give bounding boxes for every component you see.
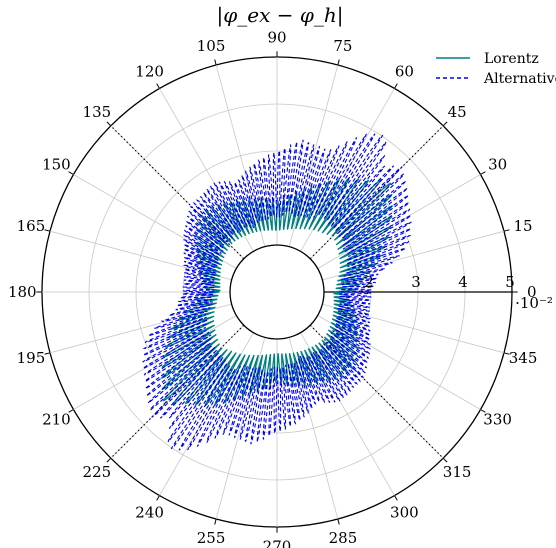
angle-tick-mark	[337, 59, 340, 66]
angle-tick-label: 180	[8, 283, 37, 301]
angle-tick-mark	[503, 229, 510, 232]
reference-line	[309, 324, 444, 459]
inner-circle	[229, 244, 325, 340]
angle-tick-label: 270	[263, 538, 292, 548]
angle-tick-label: 285	[329, 529, 358, 547]
radial-tick-label: 4	[458, 273, 468, 291]
angle-tick-mark	[68, 171, 74, 175]
radial-multiplier: ·10⁻²	[515, 294, 553, 312]
angle-tick-mark	[442, 457, 448, 463]
angle-tick-mark	[68, 409, 74, 413]
angle-tick-mark	[480, 171, 486, 175]
chart-title: |φ_ex − φ_h|	[217, 3, 344, 28]
angle-tick-mark	[156, 495, 160, 501]
angle-tick-label: 120	[135, 62, 164, 80]
angle-tick-label: 135	[83, 103, 112, 121]
angle-tick-mark	[394, 495, 398, 501]
angle-tick-label: 225	[83, 463, 112, 481]
series-line-alternative	[142, 133, 412, 451]
grid-spoke	[215, 337, 266, 520]
axis-labels: 0153045607590105120135150165180195210225…	[8, 28, 553, 548]
legend-box	[430, 47, 552, 91]
angle-tick-label: 315	[443, 463, 472, 481]
angle-tick-label: 195	[17, 349, 46, 367]
legend: Lorentz Alternative	[430, 47, 556, 91]
angle-tick-label: 210	[42, 410, 71, 428]
angle-tick-mark	[106, 121, 112, 127]
angle-tick-label: 90	[267, 28, 286, 46]
angle-tick-label: 30	[488, 156, 507, 174]
angle-tick-label: 150	[42, 156, 71, 174]
angle-tick-mark	[156, 83, 160, 89]
angle-tick-mark	[214, 518, 217, 525]
angle-tick-label: 255	[197, 529, 226, 547]
angle-tick-label: 75	[333, 37, 352, 55]
angle-tick-label: 300	[390, 504, 419, 522]
legend-label-alternative: Alternative	[483, 71, 556, 87]
angle-tick-mark	[44, 229, 51, 232]
angle-tick-label: 240	[135, 504, 164, 522]
radial-tick-label: 5	[505, 273, 515, 291]
reference-line	[110, 125, 245, 260]
angle-tick-mark	[503, 352, 510, 355]
grid-spoke	[49, 230, 232, 281]
grid-spoke	[288, 64, 339, 247]
angle-tick-mark	[480, 409, 486, 413]
grid-spoke	[73, 315, 237, 410]
legend-label-lorentz: Lorentz	[484, 51, 539, 67]
angle-tick-label: 330	[483, 410, 512, 428]
series-layer	[142, 133, 412, 451]
angle-tick-label: 345	[509, 349, 538, 367]
reference-line	[309, 125, 444, 260]
angle-tick-label: 0	[527, 283, 537, 301]
angle-tick-label: 165	[17, 217, 46, 235]
angle-tick-mark	[106, 457, 112, 463]
grid-spoke	[317, 174, 481, 269]
series-line-lorentz	[160, 177, 394, 407]
reference-line	[110, 324, 245, 459]
angle-tick-label: 15	[514, 217, 533, 235]
angle-tick-label: 45	[448, 103, 467, 121]
angle-tick-mark	[442, 121, 448, 127]
radial-tick-label: 3	[411, 273, 421, 291]
angle-tick-mark	[214, 59, 217, 66]
angle-tick-mark	[44, 352, 51, 355]
radial-tick-label: 2	[364, 273, 374, 291]
angle-tick-mark	[394, 83, 398, 89]
angle-tick-label: 105	[197, 37, 226, 55]
angle-tick-label: 60	[395, 62, 414, 80]
grid-spoke	[322, 303, 505, 354]
reference-lines	[110, 125, 444, 459]
angle-tick-mark	[337, 518, 340, 525]
inner-hole	[229, 244, 325, 340]
